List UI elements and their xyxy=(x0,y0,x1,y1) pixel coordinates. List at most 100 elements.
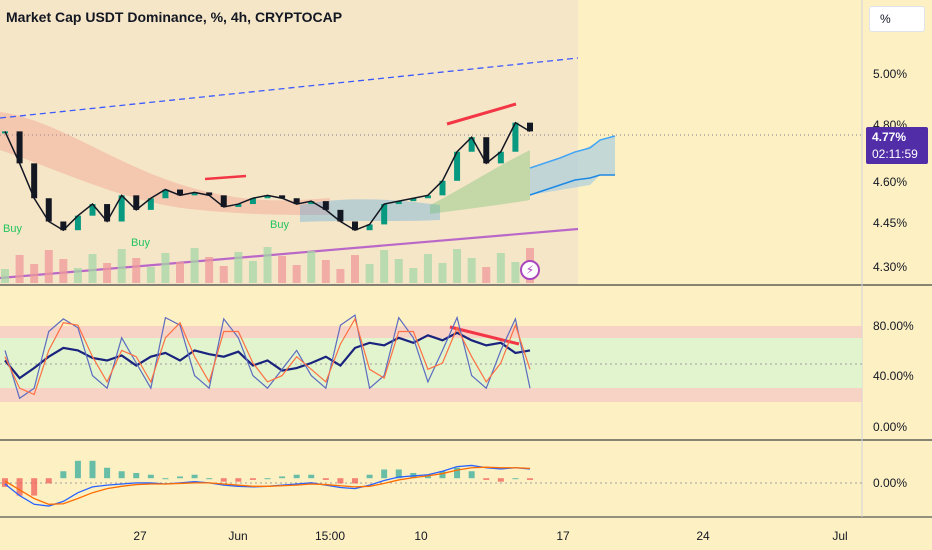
volume-bar xyxy=(146,267,155,283)
volume-bar xyxy=(496,253,505,283)
y-tick-label: 4.60% xyxy=(873,175,907,189)
candle xyxy=(424,195,431,199)
x-tick-label: Jul xyxy=(832,529,847,543)
candle xyxy=(118,195,125,222)
y-tick-label: 4.30% xyxy=(873,260,907,274)
candle xyxy=(191,192,198,196)
volume-bar xyxy=(380,250,389,283)
macd-histogram-bar xyxy=(162,478,169,480)
volume-bar xyxy=(117,249,126,283)
divergence-line-small xyxy=(204,174,247,181)
chart-title: Market Cap USDT Dominance, %, 4h, CRYPTO… xyxy=(6,9,343,25)
y-tick-label: 40.00% xyxy=(873,369,914,383)
candle xyxy=(177,189,183,196)
macd-histogram-bar xyxy=(337,478,344,484)
candle xyxy=(483,137,490,164)
candle xyxy=(279,195,286,199)
macd-histogram-bar xyxy=(308,474,315,479)
macd-histogram-bar xyxy=(147,474,154,479)
unit-toggle-button[interactable]: % xyxy=(869,6,925,32)
volume-bars xyxy=(1,247,534,283)
macd-histogram-bar xyxy=(133,472,140,479)
candle xyxy=(264,195,271,199)
volume-bar xyxy=(44,250,53,283)
macd-histogram-bar xyxy=(527,478,533,480)
divergence-line-price xyxy=(446,102,517,126)
volume-bar xyxy=(336,269,345,283)
macd-histogram-bar xyxy=(381,469,388,479)
y-tick-label: 5.00% xyxy=(873,67,907,81)
macd-histogram-bar xyxy=(279,476,286,479)
candle xyxy=(45,198,52,222)
rsi-lower-band xyxy=(0,388,862,402)
volume-bar xyxy=(365,264,374,283)
volume-bar xyxy=(278,256,287,283)
volume-bar xyxy=(73,268,82,283)
candle xyxy=(147,198,154,210)
stoch-k-line xyxy=(4,314,531,400)
macd-histogram-bar xyxy=(206,478,213,480)
candle xyxy=(468,137,475,152)
price-series xyxy=(2,121,533,232)
volume-bar xyxy=(511,262,520,283)
volume-bar xyxy=(205,257,214,283)
candle xyxy=(293,198,300,205)
volume-bar xyxy=(161,253,170,283)
candle xyxy=(454,151,461,181)
macd-histogram-bar xyxy=(468,471,475,479)
macd-histogram-bar xyxy=(454,467,461,479)
rsi-series xyxy=(4,314,531,400)
volume-bar xyxy=(103,263,112,283)
x-tick-label: 17 xyxy=(556,529,570,543)
divergence-line-rsi xyxy=(449,325,520,346)
candle xyxy=(60,221,67,231)
candle xyxy=(162,189,169,199)
volume-bar xyxy=(190,248,199,283)
macd-histogram-bar xyxy=(512,478,519,480)
price-cloud-blue xyxy=(300,199,440,222)
macd-histogram-bar xyxy=(74,460,81,479)
candle xyxy=(235,204,242,207)
y-tick-label: 0.00% xyxy=(873,420,907,434)
x-tick-label: 10 xyxy=(414,529,428,543)
volume-bar xyxy=(88,254,97,283)
volume-bar xyxy=(467,258,476,283)
volume-bar xyxy=(176,262,184,283)
trend-dashed-line xyxy=(0,57,579,119)
macd-histogram-bar xyxy=(497,478,504,482)
candle xyxy=(352,221,358,231)
price-line xyxy=(4,121,531,232)
candle xyxy=(74,215,81,231)
rsi-upper-band xyxy=(0,326,862,338)
buy-label: Buy xyxy=(131,237,150,249)
rsi-mid-band xyxy=(0,338,862,388)
macd-histogram-bar xyxy=(293,474,300,479)
macd-histogram-bar xyxy=(31,478,38,496)
macd-histogram-bar xyxy=(89,460,96,479)
volume-bar xyxy=(248,261,257,283)
x-tick-label: 27 xyxy=(133,529,147,543)
macd-histogram-bar xyxy=(45,478,52,484)
candle xyxy=(395,201,402,205)
volume-bar xyxy=(394,259,403,283)
candle xyxy=(89,204,96,216)
alert-bolt-icon[interactable]: ⚡ xyxy=(520,260,540,280)
macd-histogram-bar xyxy=(220,478,227,482)
candle xyxy=(366,224,373,231)
macd-histogram-bar xyxy=(395,469,402,479)
macd-histogram-bar xyxy=(352,478,358,484)
candle xyxy=(249,198,256,205)
rsi-line xyxy=(4,331,531,380)
highlight-region xyxy=(0,0,578,285)
macd-histogram-bar xyxy=(118,471,125,479)
macd-histogram-bar xyxy=(191,474,198,479)
macd-histogram-bar xyxy=(483,478,490,480)
volume-bar xyxy=(423,254,432,283)
candle xyxy=(206,192,213,196)
x-tick-label: Jun xyxy=(228,529,247,543)
macd-histogram-bar xyxy=(439,471,446,479)
candle xyxy=(133,195,140,210)
candle-countdown: 02:11:59 xyxy=(872,147,918,161)
